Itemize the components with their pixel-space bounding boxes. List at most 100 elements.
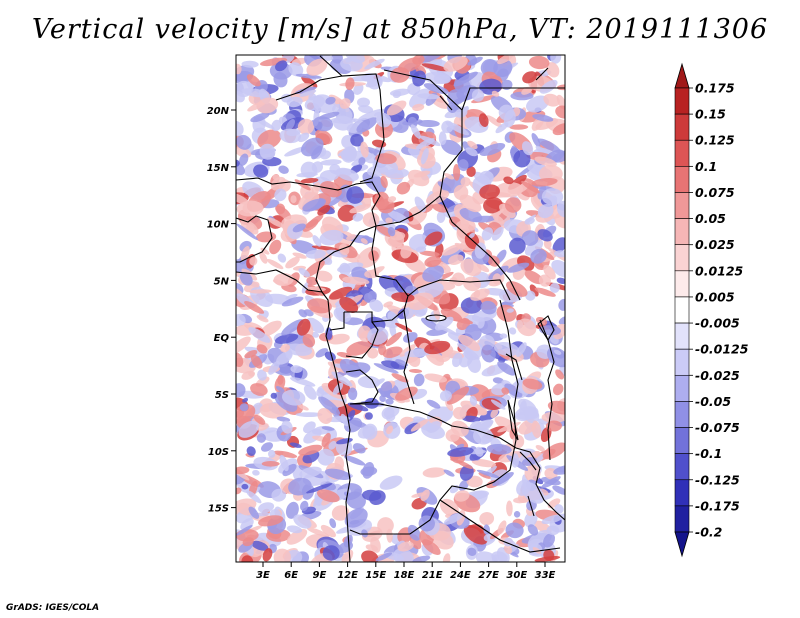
field-patch: [359, 330, 370, 339]
field-patch: [253, 414, 266, 425]
field-patch: [329, 518, 337, 529]
field-patch: [451, 352, 463, 368]
field-patch: [257, 369, 267, 381]
field-patch: [259, 402, 287, 419]
colorbar-segment: [674, 139, 690, 167]
field-patch: [302, 198, 325, 212]
field-patch: [434, 316, 454, 331]
field-patch: [259, 57, 288, 67]
field-patch: [385, 217, 393, 224]
field-patch: [286, 128, 301, 137]
field-patch: [556, 277, 565, 284]
field-patch: [521, 230, 539, 246]
field-patch: [486, 115, 503, 128]
field-patch: [382, 346, 403, 358]
field-patch: [547, 498, 561, 509]
field-patch: [444, 173, 455, 180]
field-patch: [445, 428, 460, 442]
field-patch: [443, 512, 464, 525]
field-patch: [278, 165, 289, 174]
lon-tick-label: 6E: [284, 570, 298, 581]
field-patch: [306, 483, 333, 494]
field-patch: [259, 251, 268, 264]
field-patch: [274, 333, 299, 344]
lon-tick-label: 24E: [450, 570, 471, 581]
field-patch: [492, 273, 502, 285]
field-patch: [478, 472, 491, 479]
field-patch: [493, 341, 520, 357]
field-patch: [412, 70, 426, 87]
field-patch: [495, 181, 524, 198]
field-patch: [261, 442, 273, 452]
field-patch: [320, 159, 342, 166]
field-patch: [412, 103, 425, 112]
field-patch: [424, 256, 442, 268]
field-patch: [457, 159, 469, 172]
field-patch: [256, 97, 279, 114]
field-patch: [295, 412, 323, 417]
field-patch: [239, 403, 249, 412]
field-patch: [552, 485, 565, 495]
field-patch: [364, 397, 379, 409]
field-patch: [421, 63, 449, 72]
field-patch: [552, 383, 564, 396]
field-patch: [550, 55, 562, 64]
field-patch: [499, 333, 508, 339]
field-patch: [364, 412, 373, 420]
field-patch: [390, 67, 410, 83]
field-patch: [497, 520, 507, 535]
field-patch: [260, 320, 282, 337]
field-patch: [311, 245, 339, 251]
field-patch: [454, 108, 468, 118]
lon-tick-label: 33E: [535, 570, 556, 581]
field-patch: [320, 524, 336, 538]
field-patch: [524, 464, 541, 482]
field-patch: [316, 489, 340, 503]
field-patch: [276, 351, 293, 365]
field-patch: [521, 141, 534, 156]
colorbar-label: 0.005: [695, 289, 735, 304]
field-patch: [259, 143, 276, 160]
field-patch: [479, 184, 500, 200]
field-patch: [292, 223, 306, 233]
field-patch: [339, 98, 351, 109]
field-patch: [387, 226, 396, 237]
colorbar-label: 0.1: [695, 159, 717, 174]
field-patch: [525, 290, 536, 301]
field-patch: [538, 274, 551, 287]
field-patch: [257, 515, 284, 527]
colorbar-segment: [674, 322, 690, 350]
field-patch: [267, 217, 285, 228]
lon-tick-label: 9E: [313, 570, 327, 581]
field-patch: [520, 481, 545, 504]
field-patch: [346, 491, 366, 510]
field-patch: [275, 60, 288, 72]
field-patch: [492, 377, 504, 384]
field-patch: [440, 308, 463, 322]
field-patch: [300, 500, 309, 512]
field-patch: [439, 390, 452, 402]
field-patch: [537, 204, 554, 219]
field-patch: [345, 77, 355, 91]
lon-tick-label: 15E: [365, 570, 386, 581]
field-patch: [408, 233, 429, 251]
colorbar-segment: [674, 453, 690, 481]
field-patch: [286, 528, 308, 545]
field-patch: [347, 387, 358, 401]
field-patch: [236, 383, 246, 398]
field-patch: [362, 171, 387, 193]
field-patch: [286, 525, 303, 534]
field-patch: [521, 86, 533, 95]
field-patch: [311, 161, 324, 173]
field-patch: [303, 421, 316, 434]
field-patch: [419, 135, 441, 147]
field-patch: [300, 137, 324, 157]
field-patch: [279, 454, 289, 472]
field-patch: [289, 442, 302, 448]
field-patch: [238, 420, 259, 438]
field-patch: [446, 386, 470, 405]
field-patch: [261, 461, 280, 467]
field-patch: [471, 458, 497, 468]
field-patch: [236, 352, 244, 368]
field-patch: [373, 363, 399, 374]
